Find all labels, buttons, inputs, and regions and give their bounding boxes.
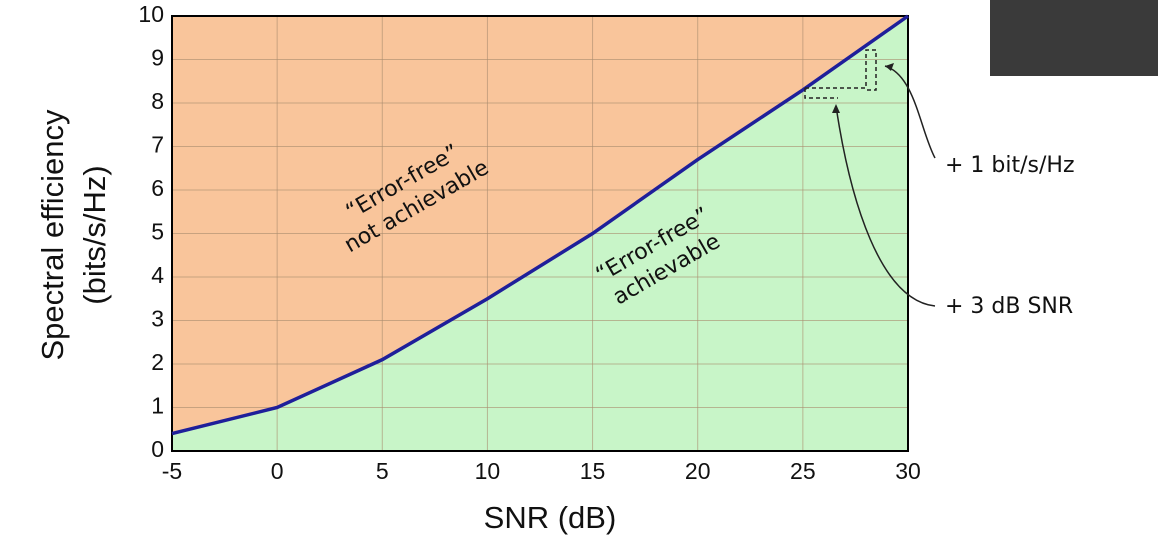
annotation-text: + 3 dB SNR [945,294,1073,319]
region-below [172,16,908,451]
arrow-head [885,63,894,71]
y-tick-label: 3 [151,306,164,332]
arrow-head [832,104,840,113]
x-tick-label: 0 [271,458,284,484]
capacity-line [171,14,910,436]
bracket [804,88,838,99]
bracket [805,49,877,91]
y-tick-label: 7 [151,132,164,158]
x-tick-label: 15 [580,458,606,484]
x-axis-title: SNR (dB) [484,500,617,535]
y-tick-label: 6 [151,175,164,201]
x-tick-label: 20 [685,458,711,484]
y-axis-title: Spectral efficiency [35,109,70,360]
y-tick-label: 0 [151,436,164,462]
y-tick-label: 4 [151,262,164,288]
arrow [884,65,936,159]
arrow [835,105,936,307]
y-tick-label: 8 [151,88,164,114]
y-tick-label: 2 [151,349,164,375]
plot-frame [171,15,909,452]
y-tick-label: 10 [138,1,164,27]
x-tick-label: 25 [790,458,816,484]
x-tick-label: 30 [895,458,921,484]
y-tick-label: 5 [151,219,164,245]
y-axis-title: (bits/s/Hz) [77,165,112,305]
photo [990,0,1158,76]
annotation: + 3 dB SNR [945,294,1073,319]
y-tick-label: 9 [151,45,164,71]
annotation-text: + 1 bit/s/Hz [945,153,1075,178]
x-tick-label: 5 [376,458,389,484]
plot-area [171,14,910,452]
annotation: + 1 bit/s/Hz [945,153,1075,178]
y-tick-label: 1 [151,393,164,419]
x-tick-label: 10 [475,458,501,484]
x-tick-label: -5 [162,458,182,484]
